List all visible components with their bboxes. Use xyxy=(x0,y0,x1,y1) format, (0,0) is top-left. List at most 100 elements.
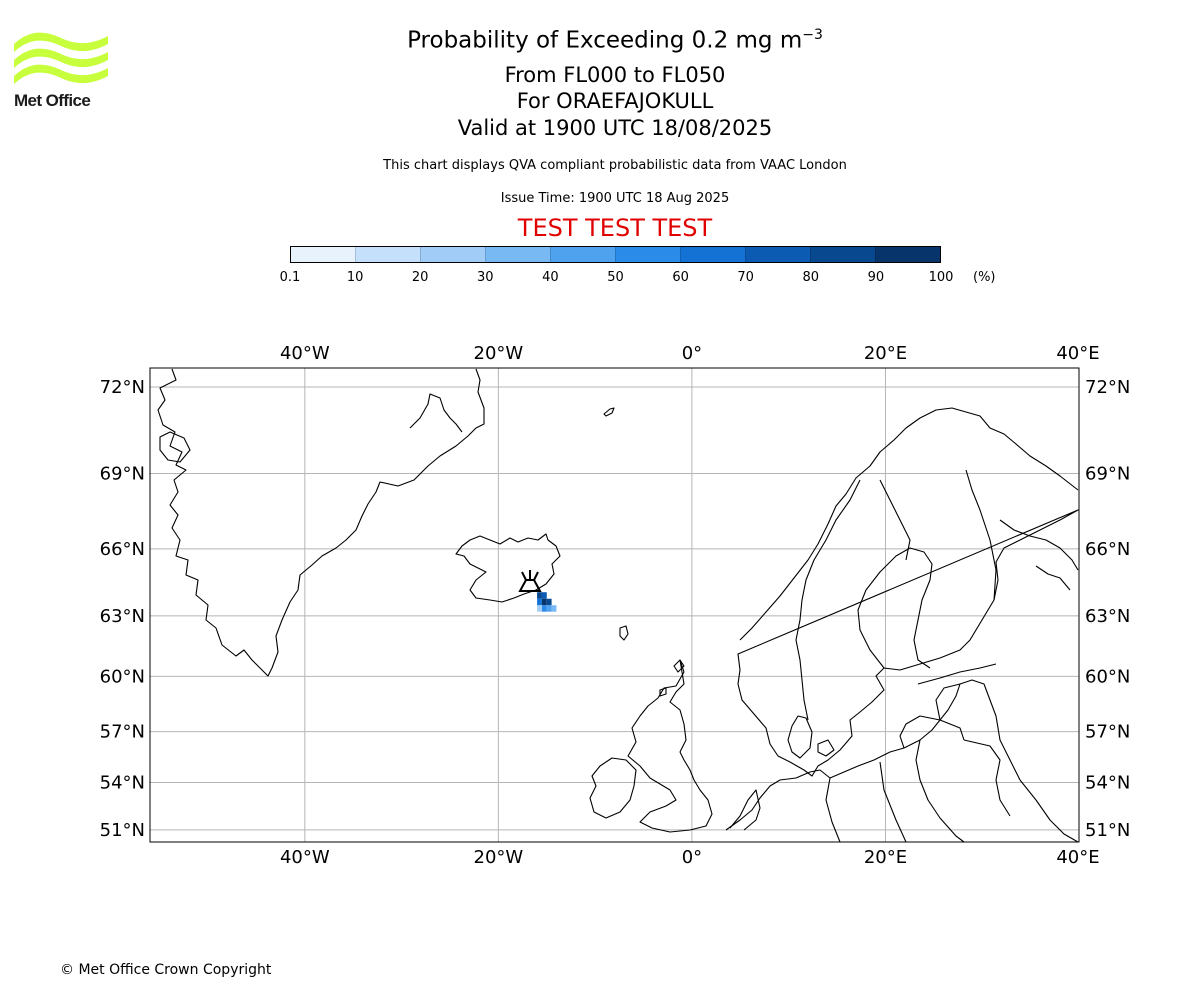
right-lat-label: 72°N xyxy=(1085,377,1130,398)
greenland-coast xyxy=(157,368,485,677)
gulf-bothnia xyxy=(857,547,933,669)
top-lon-label: 0° xyxy=(682,343,702,364)
top-lon-label: 20°W xyxy=(474,343,524,364)
netherlands-belgium xyxy=(729,789,761,831)
coastlines xyxy=(157,368,1079,843)
border-poland xyxy=(915,739,965,843)
logo-wave xyxy=(14,32,108,52)
left-lat-label: 57°N xyxy=(100,722,145,743)
right-lat-label: 51°N xyxy=(1085,820,1130,841)
bottom-lon-label: 20°W xyxy=(474,847,524,868)
title-exponent: −3 xyxy=(802,27,823,43)
data-source-note: This chart displays QVA compliant probab… xyxy=(383,158,847,173)
colorbar-tick-label: 70 xyxy=(737,270,754,285)
right-lat-label: 57°N xyxy=(1085,722,1130,743)
norway-sweden-finland xyxy=(739,407,1079,641)
gulf-finland xyxy=(917,663,997,685)
top-lon-label: 40°W xyxy=(280,343,330,364)
faroe-islands xyxy=(619,625,629,641)
danish-islands xyxy=(817,739,835,757)
graticule xyxy=(150,368,1080,842)
volcano-smoke xyxy=(521,570,539,581)
colorbar-bin xyxy=(420,247,485,262)
border-baltics xyxy=(899,683,965,749)
map-frame xyxy=(149,367,1080,843)
colorbar-tick-label: 40 xyxy=(542,270,559,285)
met-office-logo-waves xyxy=(14,32,108,84)
jan-mayen xyxy=(603,407,615,417)
volcano-icon xyxy=(518,570,542,592)
plume-cell xyxy=(537,605,542,612)
ireland xyxy=(589,757,637,819)
colorbar-bin xyxy=(355,247,420,262)
bottom-lon-label: 40°W xyxy=(280,847,330,868)
baltic-coast xyxy=(737,509,1079,777)
colorbar-tick-label: 100 xyxy=(928,270,954,285)
right-lat-label: 60°N xyxy=(1085,666,1130,687)
plume-cell xyxy=(541,598,547,606)
colorbar-tick-label: 0.1 xyxy=(279,270,301,285)
norway-sweden-border xyxy=(795,479,861,721)
top-lon-label: 40°E xyxy=(1056,343,1099,364)
copyright-notice: © Met Office Crown Copyright xyxy=(60,962,272,978)
colorbar-tick-label: 60 xyxy=(672,270,689,285)
colorbar-bin xyxy=(745,247,810,262)
colorbar-tick-label: 10 xyxy=(346,270,364,285)
plume-cell xyxy=(546,598,552,606)
ash-plume xyxy=(537,592,557,612)
colorbar-tick-label: 30 xyxy=(477,270,494,285)
colorbar-bin xyxy=(550,247,615,262)
plume-cell xyxy=(551,605,557,612)
left-lat-label: 72°N xyxy=(100,377,145,398)
colorbar xyxy=(290,246,941,263)
chart-title: Probability of Exceeding 0.2 mg m−3 xyxy=(0,27,1200,54)
greenland-island xyxy=(159,431,191,463)
iceland-coast xyxy=(455,533,561,603)
border-germany xyxy=(825,761,907,843)
great-britain xyxy=(627,659,713,833)
left-lat-label: 66°N xyxy=(100,539,145,560)
colorbar-tick-label: 20 xyxy=(411,270,429,285)
plume-cell xyxy=(546,605,552,612)
issue-time: Issue Time: 1900 UTC 18 Aug 2025 xyxy=(500,191,730,206)
top-lon-label: 20°E xyxy=(864,343,907,364)
colorbar-bin xyxy=(291,247,355,262)
colorbar-bin xyxy=(875,247,940,262)
flight-level-range: From FL000 to FL050 xyxy=(504,63,726,87)
left-lat-label: 60°N xyxy=(100,666,145,687)
greenland-fjord xyxy=(409,393,463,433)
bottom-lon-label: 40°E xyxy=(1056,847,1099,868)
continental-coast xyxy=(725,679,1079,843)
right-lat-label: 54°N xyxy=(1085,773,1130,794)
plume-cell xyxy=(537,592,542,599)
logo-wave xyxy=(14,48,108,68)
right-lat-label: 63°N xyxy=(1085,606,1130,627)
right-lat-label: 69°N xyxy=(1085,463,1130,484)
plume-cell xyxy=(537,598,542,606)
valid-time: Valid at 1900 UTC 18/08/2025 xyxy=(457,116,773,140)
orkney-shetland xyxy=(659,659,685,697)
colorbar-tick-label: 50 xyxy=(607,270,624,285)
border-belarus xyxy=(963,739,1011,817)
plume-cell xyxy=(541,605,547,612)
bottom-lon-label: 20°E xyxy=(864,847,907,868)
logo-text: Met Office xyxy=(14,91,91,110)
colorbar-bin xyxy=(810,247,875,262)
right-lat-label: 66°N xyxy=(1085,539,1130,560)
left-lat-label: 69°N xyxy=(100,463,145,484)
title-main: Probability of Exceeding 0.2 mg m xyxy=(407,27,803,54)
sweden-finland-border xyxy=(879,479,911,561)
colorbar-bin xyxy=(485,247,550,262)
white-sea-coast xyxy=(999,519,1079,591)
colorbar-tick-label: 90 xyxy=(867,270,885,285)
left-lat-label: 54°N xyxy=(100,773,145,794)
left-lat-label: 51°N xyxy=(100,820,145,841)
colorbar-unit: (%) xyxy=(973,270,996,285)
denmark xyxy=(787,715,813,759)
colorbar-bin xyxy=(680,247,745,262)
bottom-lon-label: 0° xyxy=(682,847,702,868)
plume-cell xyxy=(541,592,547,599)
colorbar-bin xyxy=(615,247,680,262)
finland-russia-border xyxy=(965,469,997,601)
